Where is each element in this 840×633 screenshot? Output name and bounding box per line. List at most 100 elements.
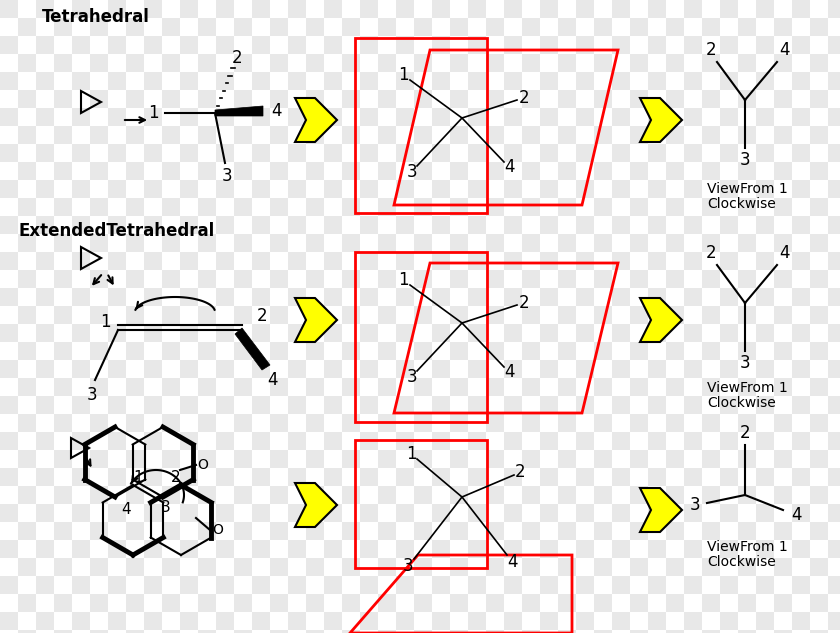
Bar [72, 72, 90, 90]
Bar [828, 342, 840, 360]
Bar [18, 630, 36, 633]
Bar [756, 216, 774, 234]
Bar [36, 450, 54, 468]
Bar [360, 306, 378, 324]
Bar [702, 594, 720, 612]
Bar [648, 18, 666, 36]
Bar [306, 162, 324, 180]
Bar [828, 216, 840, 234]
Bar [288, 198, 306, 216]
Text: 3: 3 [407, 163, 417, 181]
Bar [792, 270, 810, 288]
Bar [180, 324, 198, 342]
Bar [198, 306, 216, 324]
Bar [252, 306, 270, 324]
Bar [558, 108, 576, 126]
Bar [702, 234, 720, 252]
Bar [180, 270, 198, 288]
Bar [360, 576, 378, 594]
Bar [270, 594, 288, 612]
Bar [486, 234, 504, 252]
Bar [810, 360, 828, 378]
Bar [684, 414, 702, 432]
Bar [54, 198, 72, 216]
Bar [450, 414, 468, 432]
Bar [738, 432, 756, 450]
Bar [90, 594, 108, 612]
Bar [684, 54, 702, 72]
Bar [486, 54, 504, 72]
Bar [216, 486, 234, 504]
Bar [504, 0, 522, 18]
Bar [36, 198, 54, 216]
Bar [666, 414, 684, 432]
Bar [288, 270, 306, 288]
Bar [756, 144, 774, 162]
Bar [486, 450, 504, 468]
Bar [144, 630, 162, 633]
Bar [18, 522, 36, 540]
Bar [72, 576, 90, 594]
Bar [738, 216, 756, 234]
Bar [18, 126, 36, 144]
Bar [666, 90, 684, 108]
Bar [648, 36, 666, 54]
Bar [216, 180, 234, 198]
Bar [828, 18, 840, 36]
Bar [594, 54, 612, 72]
Bar [774, 90, 792, 108]
Bar [54, 504, 72, 522]
Bar [72, 504, 90, 522]
Bar [810, 144, 828, 162]
Bar [738, 468, 756, 486]
Bar [216, 612, 234, 630]
Bar [378, 360, 396, 378]
Bar [774, 306, 792, 324]
Bar [198, 540, 216, 558]
Bar [216, 540, 234, 558]
Bar [702, 72, 720, 90]
Bar [468, 252, 486, 270]
Bar [270, 450, 288, 468]
Bar [810, 252, 828, 270]
Bar [756, 72, 774, 90]
Bar [360, 540, 378, 558]
Bar [522, 54, 540, 72]
Bar [162, 90, 180, 108]
Bar [36, 486, 54, 504]
Bar [450, 540, 468, 558]
Bar [288, 324, 306, 342]
Bar [54, 414, 72, 432]
Bar [36, 252, 54, 270]
Bar [666, 612, 684, 630]
Bar [504, 540, 522, 558]
Bar [18, 486, 36, 504]
Bar [504, 342, 522, 360]
Bar [0, 18, 18, 36]
Bar [288, 594, 306, 612]
Bar [72, 342, 90, 360]
Bar [36, 342, 54, 360]
Bar [378, 432, 396, 450]
Bar [756, 198, 774, 216]
Bar [126, 306, 144, 324]
Bar [342, 576, 360, 594]
Bar [810, 90, 828, 108]
Bar [198, 630, 216, 633]
Bar [432, 468, 450, 486]
Bar [666, 18, 684, 36]
Bar [234, 540, 252, 558]
Bar [594, 288, 612, 306]
Bar [162, 108, 180, 126]
Bar [198, 486, 216, 504]
Bar [558, 54, 576, 72]
Bar [252, 432, 270, 450]
Bar [450, 0, 468, 18]
Bar [0, 270, 18, 288]
Bar [378, 306, 396, 324]
Bar [738, 288, 756, 306]
Bar [504, 18, 522, 36]
Bar [234, 576, 252, 594]
Bar [162, 414, 180, 432]
Bar [36, 54, 54, 72]
